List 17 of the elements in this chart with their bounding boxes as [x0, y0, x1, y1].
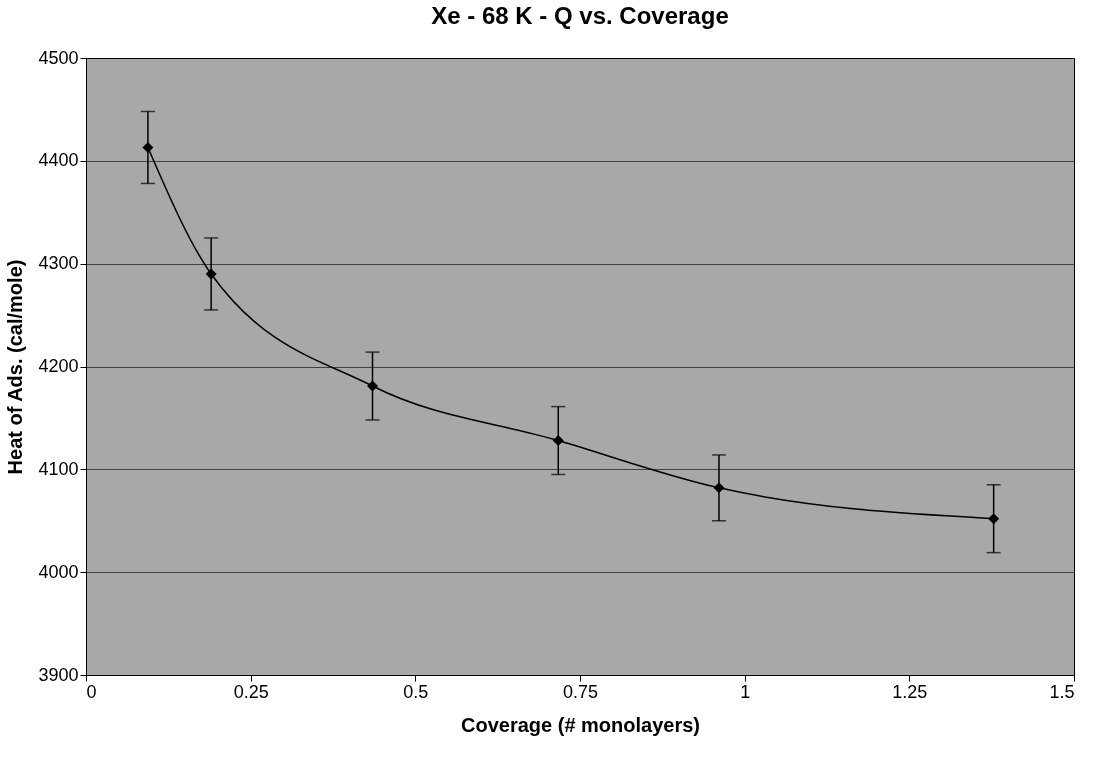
- y-axis-title: Heat of Ads. (cal/mole): [4, 259, 27, 475]
- chart-title: Xe - 68 K - Q vs. Coverage: [431, 2, 729, 29]
- x-tick-label: 0: [86, 681, 97, 702]
- y-tick-label: 4100: [38, 458, 79, 479]
- x-tick-label: 0.25: [233, 681, 269, 702]
- x-tick-label: 1.25: [892, 681, 928, 702]
- x-tick-label: 0.5: [403, 681, 429, 702]
- y-tick-label: 4500: [38, 47, 79, 68]
- x-tick-label: 1.5: [1049, 681, 1075, 702]
- y-tick-label: 4200: [38, 356, 79, 376]
- y-tick-label: 4000: [38, 561, 79, 582]
- x-tick-label: 1: [740, 681, 751, 702]
- x-tick-label: 0.75: [562, 681, 599, 702]
- y-tick-label: 4400: [38, 150, 79, 171]
- y-tick-label: 3900: [38, 664, 79, 685]
- x-axis-title: Coverage (# monolayers): [461, 713, 700, 736]
- y-tick-label: 4300: [38, 253, 79, 274]
